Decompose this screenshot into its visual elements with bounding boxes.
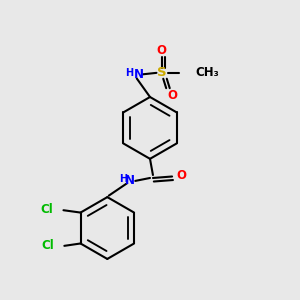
Text: N: N (125, 174, 135, 187)
Text: H: H (119, 174, 127, 184)
Text: Cl: Cl (41, 239, 54, 252)
Text: O: O (167, 89, 177, 102)
Text: Cl: Cl (40, 203, 53, 216)
Text: H: H (125, 68, 134, 78)
Text: O: O (176, 169, 187, 182)
Text: S: S (157, 66, 166, 79)
Text: O: O (156, 44, 166, 57)
Text: N: N (134, 68, 143, 81)
Text: CH₃: CH₃ (196, 66, 219, 80)
